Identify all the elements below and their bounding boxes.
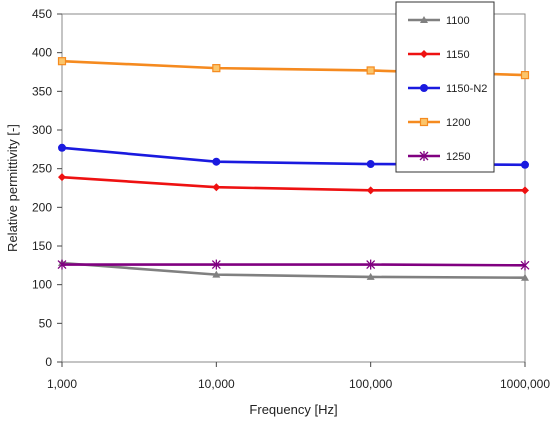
data-point [521, 273, 529, 281]
y-tick-label: 150 [32, 239, 52, 253]
data-point [366, 66, 375, 75]
data-point [57, 259, 67, 270]
legend-item: 1250 [408, 151, 470, 163]
data-point [366, 272, 375, 280]
legend-label: 1150 [446, 49, 470, 61]
data-point [57, 57, 67, 66]
legend-item: 1200 [408, 117, 470, 129]
data-point [58, 173, 66, 182]
y-tick-label: 250 [32, 162, 52, 176]
x-tick-label: 1000,000 [500, 377, 550, 391]
x-axis-title: Frequency [Hz] [249, 402, 337, 417]
y-tick-label: 300 [32, 123, 52, 137]
legend: 1100 1150 1150-N2 1200 1250 [395, 1, 495, 173]
y-axis-title: Relative permittivity [-] [5, 124, 20, 252]
data-point [521, 160, 529, 169]
data-point [366, 259, 376, 270]
data-point [521, 186, 529, 195]
legend-marker [420, 50, 428, 58]
x-tick-label: 1,000 [47, 377, 77, 391]
x-tick-label: 10,000 [198, 377, 235, 391]
y-tick-label: 50 [39, 316, 53, 330]
y-tick-label: 200 [32, 200, 52, 214]
series-1250 [57, 259, 530, 271]
x-tick-label: 100,000 [349, 377, 393, 391]
data-point [212, 157, 221, 166]
series-line [61, 175, 525, 192]
legend-label: 1100 [446, 15, 470, 27]
data-point [212, 64, 221, 73]
y-tick-label: 0 [45, 355, 52, 369]
series-line [61, 261, 526, 280]
data-point [366, 186, 375, 195]
data-point [212, 270, 221, 278]
legend-item: 1150-N2 [408, 83, 487, 95]
series-1150 [58, 173, 529, 195]
y-tick-label: 400 [32, 46, 52, 60]
data-point [211, 259, 221, 270]
series-line [62, 263, 526, 267]
y-tick-label: 100 [32, 278, 52, 292]
legend-marker [419, 117, 429, 127]
legend-item: 1150 [408, 49, 470, 61]
data-point [520, 70, 530, 80]
legend-label: 1200 [446, 117, 470, 129]
y-tick-label: 350 [32, 84, 52, 98]
y-axis-ticks: 0 50 100 150 200 250 300 350 400 450 [32, 7, 62, 369]
legend-marker [419, 151, 429, 161]
y-tick-label: 450 [32, 7, 52, 21]
legend-label: 1250 [446, 151, 470, 163]
x-axis-ticks: 1,000 10,000 100,000 1000,000 [47, 362, 550, 391]
legend-item: 1100 [408, 15, 470, 27]
data-point [212, 183, 221, 192]
data-point [520, 260, 530, 271]
data-point [58, 143, 66, 152]
legend-marker [420, 84, 428, 92]
legend-marker [420, 16, 428, 23]
legend-label: 1150-N2 [446, 83, 487, 95]
data-point [366, 160, 375, 169]
